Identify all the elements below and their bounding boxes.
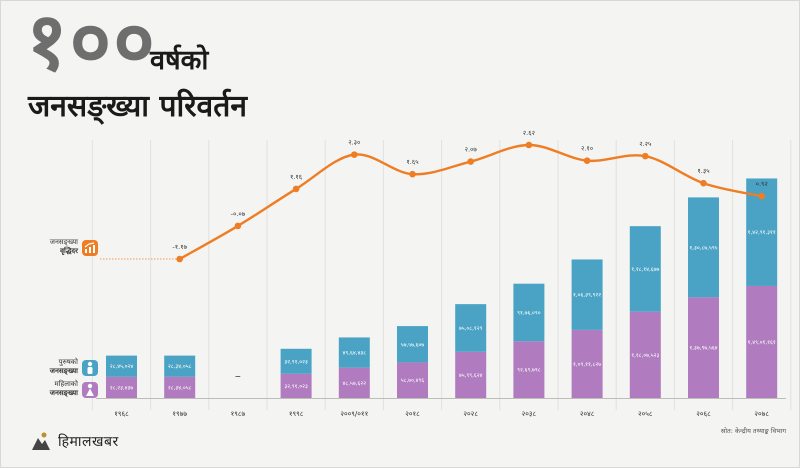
growth-rate-label: १.६५ [406, 158, 419, 166]
bar-female-label: ७५,९९,६२४ [459, 373, 483, 379]
growth-chart-icon [82, 240, 98, 256]
growth-rate-label: १.३५ [697, 167, 710, 175]
growth-rate-label: २.३० [348, 139, 360, 147]
growth-rate-point [234, 222, 242, 230]
bar-male [106, 355, 137, 377]
bar-female-label: ५८,७०,४९६ [401, 378, 425, 384]
growth-rate-label: २.२५ [639, 140, 652, 148]
bar-male [455, 304, 487, 352]
bar-female [106, 376, 137, 398]
bar-male [629, 226, 661, 312]
x-tick-label: १९७७ [172, 410, 187, 418]
bar-male-label: १,०६,३९,९२२ [573, 293, 601, 299]
growth-rate-label-line2: वृद्धिदर [60, 247, 78, 255]
bar-female [280, 373, 312, 398]
growth-rate-line [179, 143, 762, 261]
growth-rate-point [176, 255, 183, 263]
x-tick-label: २०१८ [405, 410, 420, 418]
title-line-1: वर्षको [150, 45, 209, 76]
growth-rate-point [292, 185, 300, 193]
bar-female [688, 297, 719, 398]
growth-rate-label: -१.१७ [172, 243, 187, 251]
growth-rate-point [409, 170, 416, 178]
x-tick-label: २०३८ [522, 410, 537, 418]
bar-female-label: २८,३४,०५८ [168, 385, 192, 391]
growth-rate-point [467, 158, 475, 165]
male-label-line1: पुरुषको [58, 358, 78, 366]
growth-rate-label-line1: जनसङ्ख्या [49, 238, 78, 246]
x-tick-label: २०७८ [754, 410, 769, 418]
male-icon [82, 360, 98, 376]
x-tick-label: २०५८ [638, 410, 653, 418]
growth-rate-label: २.६२ [523, 129, 535, 137]
bar-female [164, 376, 196, 398]
bar-female-label: १,१८,०७,५२३ [631, 353, 659, 359]
bar-male-label: २८,४५,०२४ [110, 364, 134, 370]
bar-male [513, 283, 545, 342]
source-note: स्रोत: केन्द्रीय तथ्याङ्क विभाग [720, 427, 786, 435]
bar-female [629, 311, 661, 398]
growth-rate-label: २.१० [581, 145, 593, 153]
bar-male-label: ३२,९१,०२३ [284, 359, 308, 365]
bar-female [746, 285, 778, 398]
bar-female-label: १,३७,९७,५६४ [689, 346, 717, 352]
x-tick-label: २०२८ [463, 410, 478, 418]
brand-name: हिमालखबर [58, 433, 119, 450]
headline-number: १०० [26, 0, 157, 88]
growth-rate-point [583, 157, 591, 164]
bar-male-label: १,३०,८७,५९५ [689, 245, 717, 251]
title-line-2: जनसङ्ख्या परिवर्तन [28, 89, 247, 124]
bar-female-label: १,०९,११,८२७ [573, 362, 601, 368]
bar-female-label: ९२,६९,७९८ [517, 368, 541, 374]
bar-male [571, 259, 603, 330]
growth-rate-label: -०.०७ [231, 210, 246, 218]
bar-male [397, 326, 428, 363]
bar-female-label: ४८,५७,६२२ [343, 381, 367, 387]
growth-rate-point [351, 151, 358, 158]
bar-male-label: ४९,६४,४३८ [343, 351, 367, 357]
bar-male [164, 355, 196, 377]
bar-male-label: २८,३४,०५८ [168, 364, 192, 370]
bar-female-label: १,४९,०१,१६१ [748, 340, 776, 346]
growth-rate-label: २.०७ [465, 146, 478, 154]
x-tick-label: २०६८ [696, 410, 711, 418]
bar-female [455, 351, 487, 398]
bar-female-label: २८,२३,४३७ [110, 385, 134, 391]
brand: हिमालखबर [30, 430, 119, 452]
brand-logo-icon [30, 430, 52, 452]
growth-rate-label: जनसङ्ख्या वृद्धिदर [18, 238, 78, 256]
bar-female [513, 341, 545, 398]
bar-female [397, 362, 428, 398]
male-population-label: पुरुषको जनसङ्ख्या [18, 358, 78, 376]
bar-female [338, 367, 370, 398]
bar-male-label: ५७,५७,६०७ [401, 342, 425, 348]
bar-female-label: ३२,९१,०२३ [284, 384, 308, 390]
x-tick-label: २०४८ [580, 410, 595, 418]
growth-rate-label: १.१६ [290, 173, 303, 181]
male-label-line2: जनसङ्ख्या [49, 367, 78, 375]
missing-data-marker: – [235, 369, 241, 383]
female-label-line2: जनसङ्ख्या [49, 389, 78, 397]
x-tick-label: १९६८ [114, 410, 129, 418]
bar-male-label: १,१८,१४,६७७ [631, 267, 659, 273]
growth-rate-label: ०.९२ [756, 180, 768, 188]
female-population-label: महिलाको जनसङ्ख्या [18, 380, 78, 398]
growth-rate-point [525, 141, 533, 149]
bar-male [688, 197, 719, 298]
x-tick-label: १९८७ [231, 410, 246, 418]
bar-male-label: १,४२,९१,३११ [748, 230, 776, 236]
x-tick-label: १९९८ [289, 410, 304, 418]
female-label-line1: महिलाको [54, 380, 78, 388]
bar-male-label: ९१,७६,०९० [517, 310, 541, 316]
bar-male-label: ७५,०८,१२९ [459, 326, 483, 332]
bar-male [280, 348, 312, 374]
growth-rate-point [758, 192, 765, 200]
x-tick-label: २००९/०११ [340, 410, 368, 418]
bar-male [338, 337, 370, 368]
growth-rate-point [700, 179, 707, 187]
growth-rate-point [642, 152, 649, 160]
female-icon [82, 382, 98, 398]
bar-female [571, 329, 603, 398]
